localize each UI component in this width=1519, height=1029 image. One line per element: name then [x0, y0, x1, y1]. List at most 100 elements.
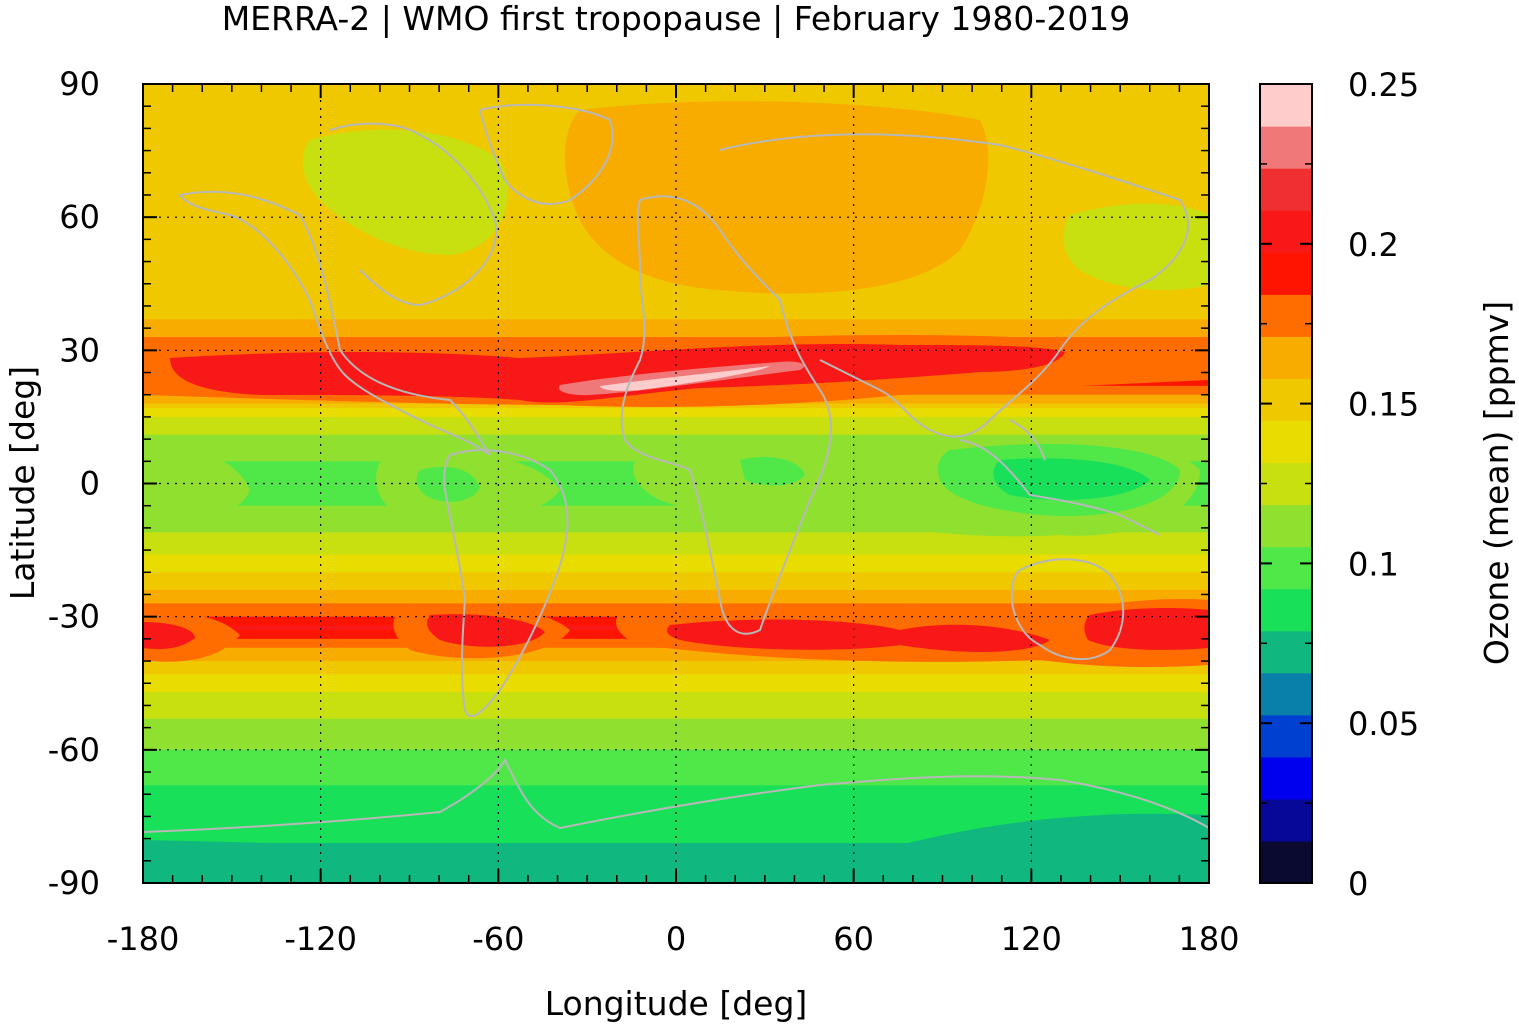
x-axis-ticks: -180 -120 -60 0 60 120 180: [107, 84, 1240, 958]
latitude-band: [143, 652, 1209, 658]
latitude-band: [143, 323, 1209, 329]
colorbar-level: [1260, 294, 1312, 337]
antarctic-teal-low: [143, 813, 1209, 883]
y-axis-label: Latitude [deg]: [3, 366, 42, 600]
tropical-green-low: [143, 437, 1200, 537]
latitude-band: [143, 687, 1209, 693]
latitude-band: [143, 838, 1209, 844]
colorbar-level: [1260, 126, 1312, 169]
colorbar-level: [1260, 252, 1312, 295]
latitude-band: [143, 772, 1209, 778]
latitude-band: [143, 656, 1209, 662]
tropical-bright-green-low: [416, 444, 1181, 516]
latitude-band: [143, 811, 1209, 818]
colorbar-level: [1260, 672, 1312, 716]
latitude-band: [143, 705, 1209, 711]
latitude-band: [143, 820, 1209, 826]
latitude-band: [143, 669, 1209, 675]
latitude-band: [143, 798, 1209, 804]
colorbar-level: [1260, 630, 1312, 674]
colorbar-level: [1260, 798, 1312, 842]
colorbar-ticks: 0 0.05 0.1 0.15 0.2 0.25: [1260, 66, 1419, 903]
latitude-band: [143, 749, 1209, 755]
chart-title: MERRA-2 | WMO first tropopause | Februar…: [222, 0, 1131, 38]
latitude-band: [143, 288, 1209, 294]
latitude-band: [143, 443, 1209, 449]
latitude-band: [143, 692, 1209, 698]
latitude-band: [143, 598, 1209, 604]
europe-africa-coast: [620, 195, 832, 635]
latitude-band: [143, 550, 1209, 556]
latitude-band: [143, 767, 1209, 773]
ozone-contour-features: [143, 101, 1209, 883]
y-tick-label: 30: [59, 331, 100, 369]
latitude-band: [143, 581, 1209, 587]
latitude-band: [143, 661, 1209, 667]
x-tick-label: 0: [666, 920, 686, 958]
latitude-band: [143, 829, 1209, 835]
latitude-band: [143, 745, 1209, 751]
colorbar-level: [1260, 588, 1312, 632]
colorbar-level: [1260, 168, 1312, 211]
x-tick-label: 60: [833, 920, 874, 958]
latitude-band: [143, 301, 1209, 307]
x-tick-label: -60: [472, 920, 524, 958]
y-tick-label: 90: [59, 65, 100, 103]
latitude-band: [143, 576, 1209, 582]
south-america-coast: [443, 449, 569, 718]
latitude-band: [143, 678, 1209, 684]
latitude-band: [143, 807, 1209, 813]
east-asia-pacific-low: [1063, 203, 1209, 290]
latitude-band: [143, 785, 1209, 791]
latitude-band: [143, 297, 1209, 303]
latitude-band: [143, 758, 1209, 764]
latitude-band: [143, 412, 1209, 418]
latitude-band: [143, 816, 1209, 822]
colorbar-level: [1260, 840, 1312, 884]
colorbar-level: [1260, 714, 1312, 758]
latitude-band: [143, 825, 1209, 831]
colorbar-tick-label: 0: [1348, 865, 1368, 903]
latitude-band: [143, 292, 1209, 298]
nh-subtropical-max-peak: [600, 366, 770, 391]
latitude-band: [143, 416, 1209, 422]
latitude-band: [143, 847, 1209, 853]
colorbar-tick-label: 0.15: [1348, 386, 1419, 424]
y-axis-ticks: 90 60 30 0 -30 -60 -90: [48, 65, 1209, 902]
tropical-green-core: [993, 458, 1150, 500]
colorbar-level: [1260, 420, 1312, 464]
minor-ticks: [143, 84, 1209, 883]
siberia-high: [565, 101, 989, 294]
greenland-coast: [478, 103, 614, 205]
latitude-band: [143, 332, 1209, 338]
latitude-band: [143, 447, 1209, 454]
colorbar-level: [1260, 378, 1312, 422]
colorbar-tick-label: 0.05: [1348, 705, 1419, 743]
latitude-band: [143, 567, 1209, 573]
latitude-band: [143, 97, 1209, 103]
colorbar: [1260, 84, 1312, 884]
latitude-band: [143, 776, 1209, 782]
colorbar-level: [1260, 462, 1312, 506]
north-america-coast: [178, 122, 498, 456]
x-tick-label: -120: [284, 920, 357, 958]
latitude-band: [143, 430, 1209, 436]
latitude-band: [143, 532, 1209, 538]
colorbar-tick-label: 0.25: [1348, 66, 1419, 104]
latitude-band: [143, 328, 1209, 334]
latitude-band: [143, 337, 1209, 343]
latitude-band: [143, 709, 1209, 715]
colorbar-level: [1260, 210, 1312, 253]
asia-coast: [719, 133, 1190, 438]
grid-lines: [143, 84, 1209, 883]
plot-area: [143, 84, 1209, 883]
colorbar-tick-label: 0.2: [1348, 226, 1399, 264]
latitude-band: [143, 780, 1209, 786]
latitude-band: [143, 536, 1209, 542]
latitude-band: [143, 696, 1209, 702]
latitude-band: [143, 590, 1209, 596]
australia-coast: [1010, 558, 1125, 661]
x-tick-label: 120: [1001, 920, 1062, 958]
y-tick-label: -90: [48, 864, 100, 902]
